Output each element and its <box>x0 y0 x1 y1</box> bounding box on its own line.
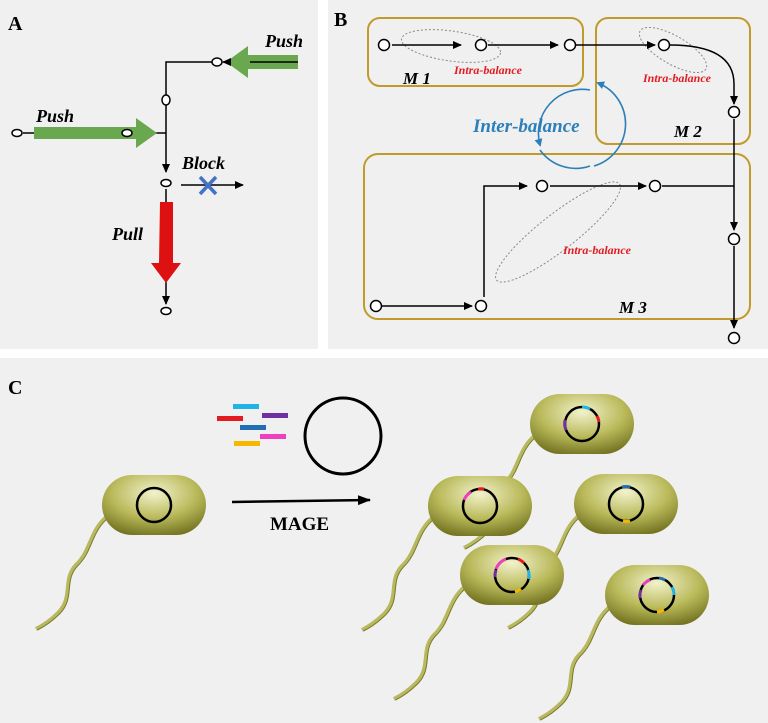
panel-b: B <box>328 0 768 349</box>
panel-b-label: B <box>334 9 347 31</box>
node <box>160 306 172 316</box>
chromosome-circle <box>135 486 173 524</box>
intra-ellipse-m2 <box>638 26 708 74</box>
edited-cell <box>360 474 534 633</box>
block-label: Block <box>181 153 225 173</box>
inter-balance-label: Inter-balance <box>472 116 580 137</box>
block-x-icon <box>198 175 218 196</box>
inter-balance-arc-right <box>593 81 627 167</box>
top-branch-line <box>165 61 214 97</box>
module-box-m3 <box>363 153 751 320</box>
module-box-m2 <box>595 17 751 145</box>
original-cell <box>34 473 208 632</box>
mage-label: MAGE <box>270 514 329 535</box>
edited-cell <box>462 392 636 551</box>
pull-label: Pull <box>111 224 143 244</box>
node <box>474 299 488 313</box>
panel-c: C MAGE <box>0 358 768 723</box>
panel-a: A Push Push Block Pull <box>0 0 318 349</box>
node <box>727 331 741 345</box>
mage-arrow <box>231 495 371 506</box>
intra-balance-label-m1: Intra-balance <box>453 63 523 77</box>
node <box>563 38 577 52</box>
intra-ellipse-m1 <box>400 29 502 63</box>
push-label-top: Push <box>264 31 303 51</box>
node <box>377 38 391 52</box>
node <box>648 179 662 193</box>
module-label-m2: M 2 <box>673 122 702 141</box>
pull-arrow <box>151 202 181 283</box>
panel-c-label: C <box>8 377 22 399</box>
intra-balance-label-m2: Intra-balance <box>642 71 712 85</box>
modular-balance-diagram: B <box>334 9 751 345</box>
node <box>161 94 171 106</box>
plasmid-circle <box>303 396 383 476</box>
push-pull-block-diagram: A Push Push Block Pull <box>8 13 303 316</box>
mage-diagram: C MAGE <box>8 377 711 722</box>
module-box-m1 <box>367 17 584 87</box>
intra-ellipse-m3 <box>495 181 621 283</box>
node <box>474 38 488 52</box>
edited-cell <box>506 472 680 631</box>
panel-a-label: A <box>8 13 23 35</box>
module-label-m3: M 3 <box>618 298 647 317</box>
edited-cell <box>392 543 566 702</box>
intra-balance-label-m3: Intra-balance <box>562 243 632 257</box>
node <box>657 38 671 52</box>
node <box>535 179 549 193</box>
node <box>121 128 133 138</box>
push-arrow-left <box>34 118 157 148</box>
module-label-m1: M 1 <box>402 69 431 88</box>
node <box>727 105 741 119</box>
push-label-left: Push <box>35 106 74 126</box>
oligo-pool <box>217 404 288 446</box>
node <box>369 299 383 313</box>
node <box>160 178 172 188</box>
node <box>211 57 223 67</box>
node <box>727 232 741 246</box>
inter-balance-arc-left <box>534 88 591 147</box>
node <box>11 128 23 138</box>
edited-cell <box>537 563 711 722</box>
